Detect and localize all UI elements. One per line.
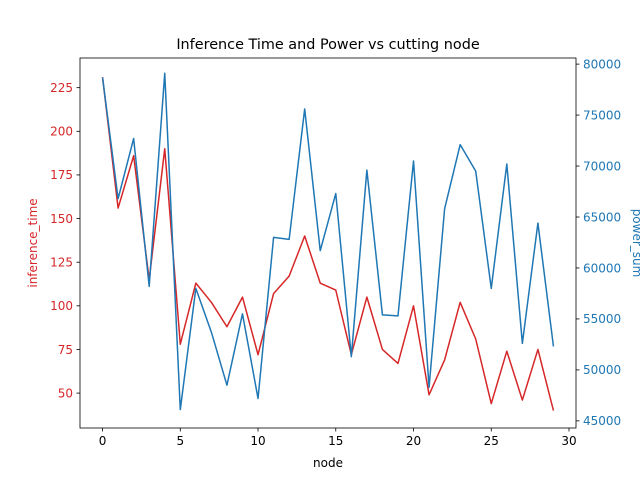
x-tick-label: 25 (484, 434, 499, 448)
x-tick-label: 5 (176, 434, 184, 448)
axes-layer: 0 5 10 15 20 25 30 50 75 100 125 150 175 200 225 45000 5… (50, 57, 621, 448)
right-y-tick-label: 65000 (583, 210, 621, 224)
chart-title: Inference Time and Power vs cutting node (176, 37, 480, 53)
series-line-inference-time (101, 77, 555, 411)
left-y-tick-label: 50 (58, 386, 73, 400)
right-y-tick-label: 60000 (583, 261, 621, 275)
left-y-tick-label: 125 (50, 255, 73, 269)
right-y-tick-label: 45000 (583, 414, 621, 428)
x-axis-label: node (313, 456, 343, 470)
left-axis-label: inference_time (26, 198, 40, 287)
right-y-tick-label: 75000 (583, 108, 621, 122)
left-y-tick-label: 150 (50, 212, 73, 226)
x-tick-label: 10 (250, 434, 265, 448)
left-y-tick-label: 200 (50, 125, 73, 139)
left-y-tick-label: 75 (58, 343, 73, 357)
left-y-tick-label: 175 (50, 168, 73, 182)
x-tick-label: 0 (99, 434, 107, 448)
plot-frame (79, 57, 577, 429)
left-y-tick-label: 225 (50, 81, 73, 95)
series-layer (101, 72, 555, 411)
x-tick-label: 15 (328, 434, 343, 448)
right-y-tick-label: 70000 (583, 159, 621, 173)
right-axis-label: power_sum (630, 209, 640, 278)
x-tick-label: 30 (561, 434, 576, 448)
x-tick-label: 20 (406, 434, 421, 448)
left-y-tick-label: 100 (50, 299, 73, 313)
series-line-power-sum (101, 72, 555, 411)
right-y-tick-label: 80000 (583, 57, 621, 71)
right-y-tick-label: 50000 (583, 363, 621, 377)
right-y-tick-label: 55000 (583, 312, 621, 326)
